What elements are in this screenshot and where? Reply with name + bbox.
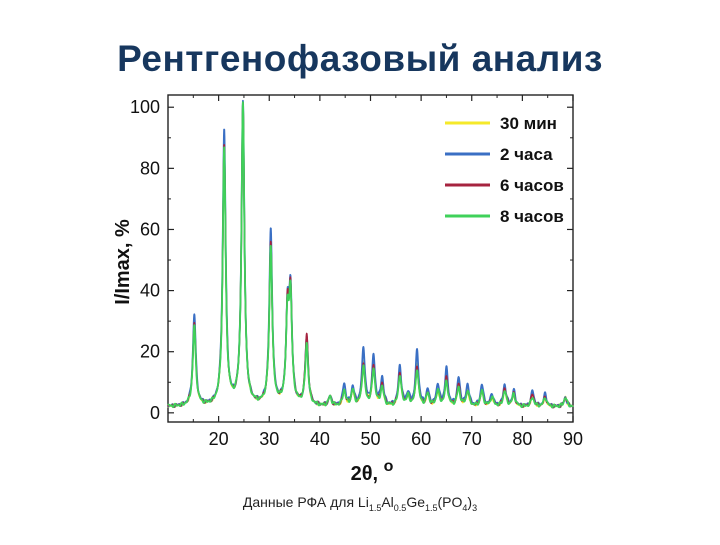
formula-subscript: 1.5 bbox=[368, 502, 382, 513]
y-tick-label: 40 bbox=[140, 281, 160, 301]
series-line bbox=[167, 101, 574, 409]
legend-label: 8 часов bbox=[500, 207, 564, 226]
x-axis-label-degree: o bbox=[384, 458, 394, 475]
formula-part: ) bbox=[467, 494, 473, 510]
y-tick-label: 80 bbox=[140, 158, 160, 178]
x-tick-label: 40 bbox=[310, 429, 330, 449]
y-tick-label: 20 bbox=[140, 342, 160, 362]
x-axis-label: 2θ, o bbox=[351, 458, 394, 485]
x-axis-label-main: 2θ, bbox=[351, 463, 384, 485]
legend-label: 2 часа bbox=[500, 145, 553, 164]
figure-caption: Данные РФА для Li1.5Al0.5Ge1.5(PO4)3 bbox=[0, 494, 720, 513]
legend-label: 6 часов bbox=[500, 176, 564, 195]
formula-subscript: 0.5 bbox=[393, 502, 407, 513]
caption-text: Данные РФА для bbox=[242, 494, 358, 510]
x-tick-label: 90 bbox=[563, 429, 583, 449]
formula-part: Li bbox=[357, 494, 369, 510]
x-tick-label: 70 bbox=[462, 429, 482, 449]
axes-layer: 20 30 40 50 60 70 80 90 0 20 40 60 80 100 bbox=[130, 94, 583, 449]
x-tick-label: 30 bbox=[259, 429, 279, 449]
x-tick-label: 20 bbox=[209, 429, 229, 449]
legend-label: 30 мин bbox=[500, 114, 557, 133]
formula-part: (PO bbox=[437, 494, 463, 510]
y-axis-label: I/Imax, % bbox=[112, 219, 134, 305]
series-layer bbox=[167, 99, 574, 409]
formula-subscript: 1.5 bbox=[425, 502, 438, 513]
formula-part: Ge bbox=[406, 494, 425, 510]
formula-part: Al bbox=[381, 494, 394, 510]
caption-formula: Li1.5Al0.5Ge1.5(PO4)3 bbox=[357, 494, 478, 513]
y-tick-label: 60 bbox=[140, 219, 160, 239]
formula-subscript: 3 bbox=[472, 502, 478, 513]
x-tick-label: 80 bbox=[512, 429, 532, 449]
y-tick-label: 0 bbox=[150, 403, 160, 423]
legend: 30 мин 2 часа 6 часов 8 часов bbox=[445, 114, 564, 226]
x-tick-label: 50 bbox=[360, 429, 380, 449]
x-tick-label: 60 bbox=[411, 429, 431, 449]
y-tick-label: 100 bbox=[130, 97, 160, 117]
slide-title: Рентгенофазовый анализ bbox=[117, 38, 603, 79]
formula-subscript: 4 bbox=[462, 502, 468, 513]
